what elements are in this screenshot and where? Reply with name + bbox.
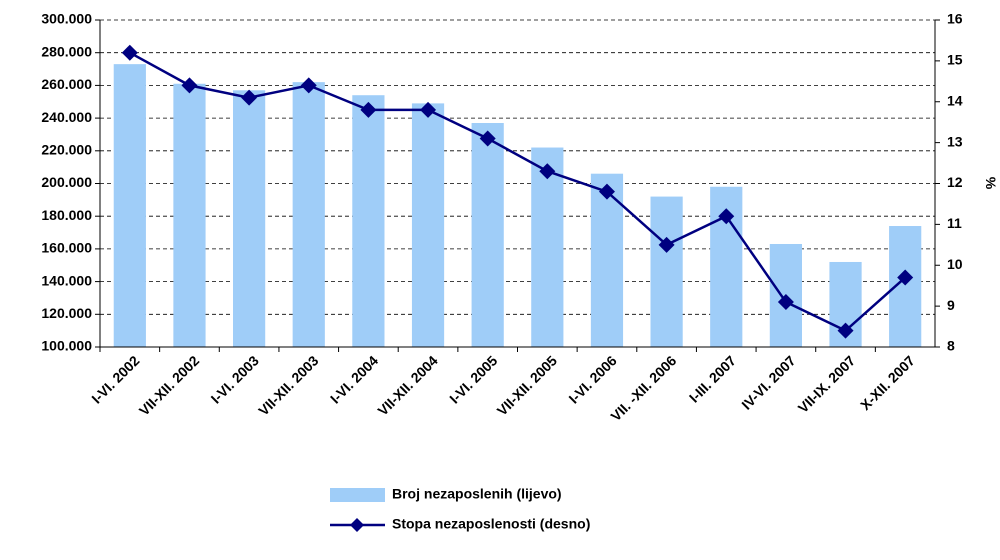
y2-tick-label: 9 (947, 297, 955, 313)
marker (420, 101, 437, 118)
y-tick-label: 280.000 (41, 43, 92, 59)
y-tick-label: 300.000 (41, 11, 92, 27)
marker (121, 44, 138, 61)
marker (897, 269, 914, 286)
y2-tick-label: 12 (947, 174, 963, 190)
y-tick-label: 200.000 (41, 174, 92, 190)
x-tick-label: IV-VI. 2007 (738, 352, 798, 412)
marker (360, 101, 377, 118)
y-tick-label: 260.000 (41, 76, 92, 92)
marker (837, 322, 854, 339)
marker (598, 183, 615, 200)
x-tick-label: VII-XII. 2005 (494, 352, 560, 418)
legend-marker (350, 518, 364, 532)
x-tick-label: I-VI. 2004 (327, 352, 381, 406)
x-tick-label: I-VI. 2003 (208, 352, 262, 406)
bar (113, 64, 146, 348)
marker (181, 77, 198, 94)
marker (658, 236, 675, 253)
y2-tick-label: 13 (947, 133, 963, 149)
x-tick-label: VII-IX. 2007 (795, 352, 859, 416)
x-tick-label: I-VI. 2002 (88, 352, 142, 406)
bar (531, 147, 564, 347)
y-tick-label: 100.000 (41, 338, 92, 354)
bar (352, 95, 385, 348)
marker (539, 163, 556, 180)
bar (471, 123, 504, 347)
bar (411, 103, 445, 347)
y-tick-label: 240.000 (41, 109, 92, 125)
y-tick-label: 180.000 (41, 207, 92, 223)
x-tick-label: I-VI. 2006 (565, 352, 619, 406)
bar (590, 173, 624, 347)
y-tick-label: 120.000 (41, 305, 92, 321)
y2-axis-label: % (983, 176, 999, 189)
marker (777, 294, 794, 311)
marker (718, 208, 735, 225)
bar (233, 90, 266, 348)
x-tick-label: VII-XII. 2003 (255, 352, 321, 418)
legend-label: Broj nezaposlenih (lijevo) (392, 486, 562, 502)
x-tick-label: I-III. 2007 (686, 352, 739, 405)
y2-tick-label: 14 (947, 92, 963, 108)
y-tick-label: 160.000 (41, 240, 92, 256)
y2-tick-label: 15 (947, 52, 963, 68)
y2-tick-label: 11 (947, 215, 962, 231)
marker (300, 77, 317, 94)
legend-label: Stopa nezaposlenosti (desno) (392, 516, 590, 532)
y2-tick-label: 8 (947, 338, 955, 354)
y-tick-label: 140.000 (41, 272, 92, 288)
marker (479, 130, 496, 147)
bar (650, 196, 683, 347)
y-tick-label: 220.000 (41, 142, 92, 158)
y2-tick-label: 16 (947, 11, 963, 27)
marker (241, 89, 258, 106)
x-tick-label: VII-XII. 2002 (136, 352, 202, 418)
legend-swatch (330, 488, 385, 502)
x-tick-label: VII-XII. 2004 (374, 352, 440, 418)
bar (173, 83, 206, 347)
y2-tick-label: 10 (947, 256, 963, 272)
bar (292, 82, 325, 347)
x-tick-label: X-XII. 2007 (857, 352, 918, 413)
x-tick-label: I-VI. 2005 (446, 352, 500, 406)
line (129, 51, 907, 333)
